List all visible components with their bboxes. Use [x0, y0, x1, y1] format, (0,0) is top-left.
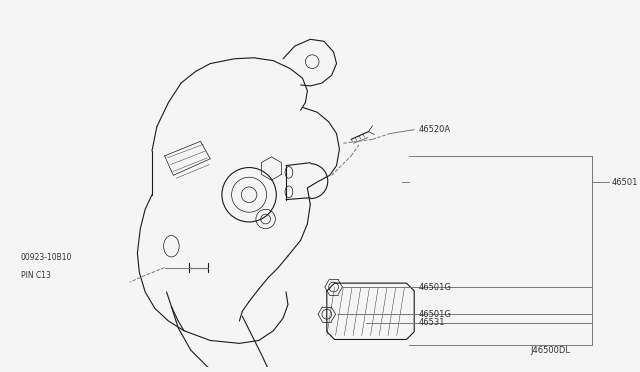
- Text: 46501: 46501: [611, 177, 638, 187]
- Text: 46531: 46531: [419, 318, 445, 327]
- Text: 46520A: 46520A: [419, 125, 451, 134]
- Text: 46501G: 46501G: [419, 282, 452, 292]
- Text: PIN C13: PIN C13: [21, 271, 51, 280]
- Text: 46501G: 46501G: [419, 310, 452, 319]
- Text: 00923-10B10: 00923-10B10: [21, 253, 72, 262]
- Text: J46500DL: J46500DL: [531, 346, 571, 355]
